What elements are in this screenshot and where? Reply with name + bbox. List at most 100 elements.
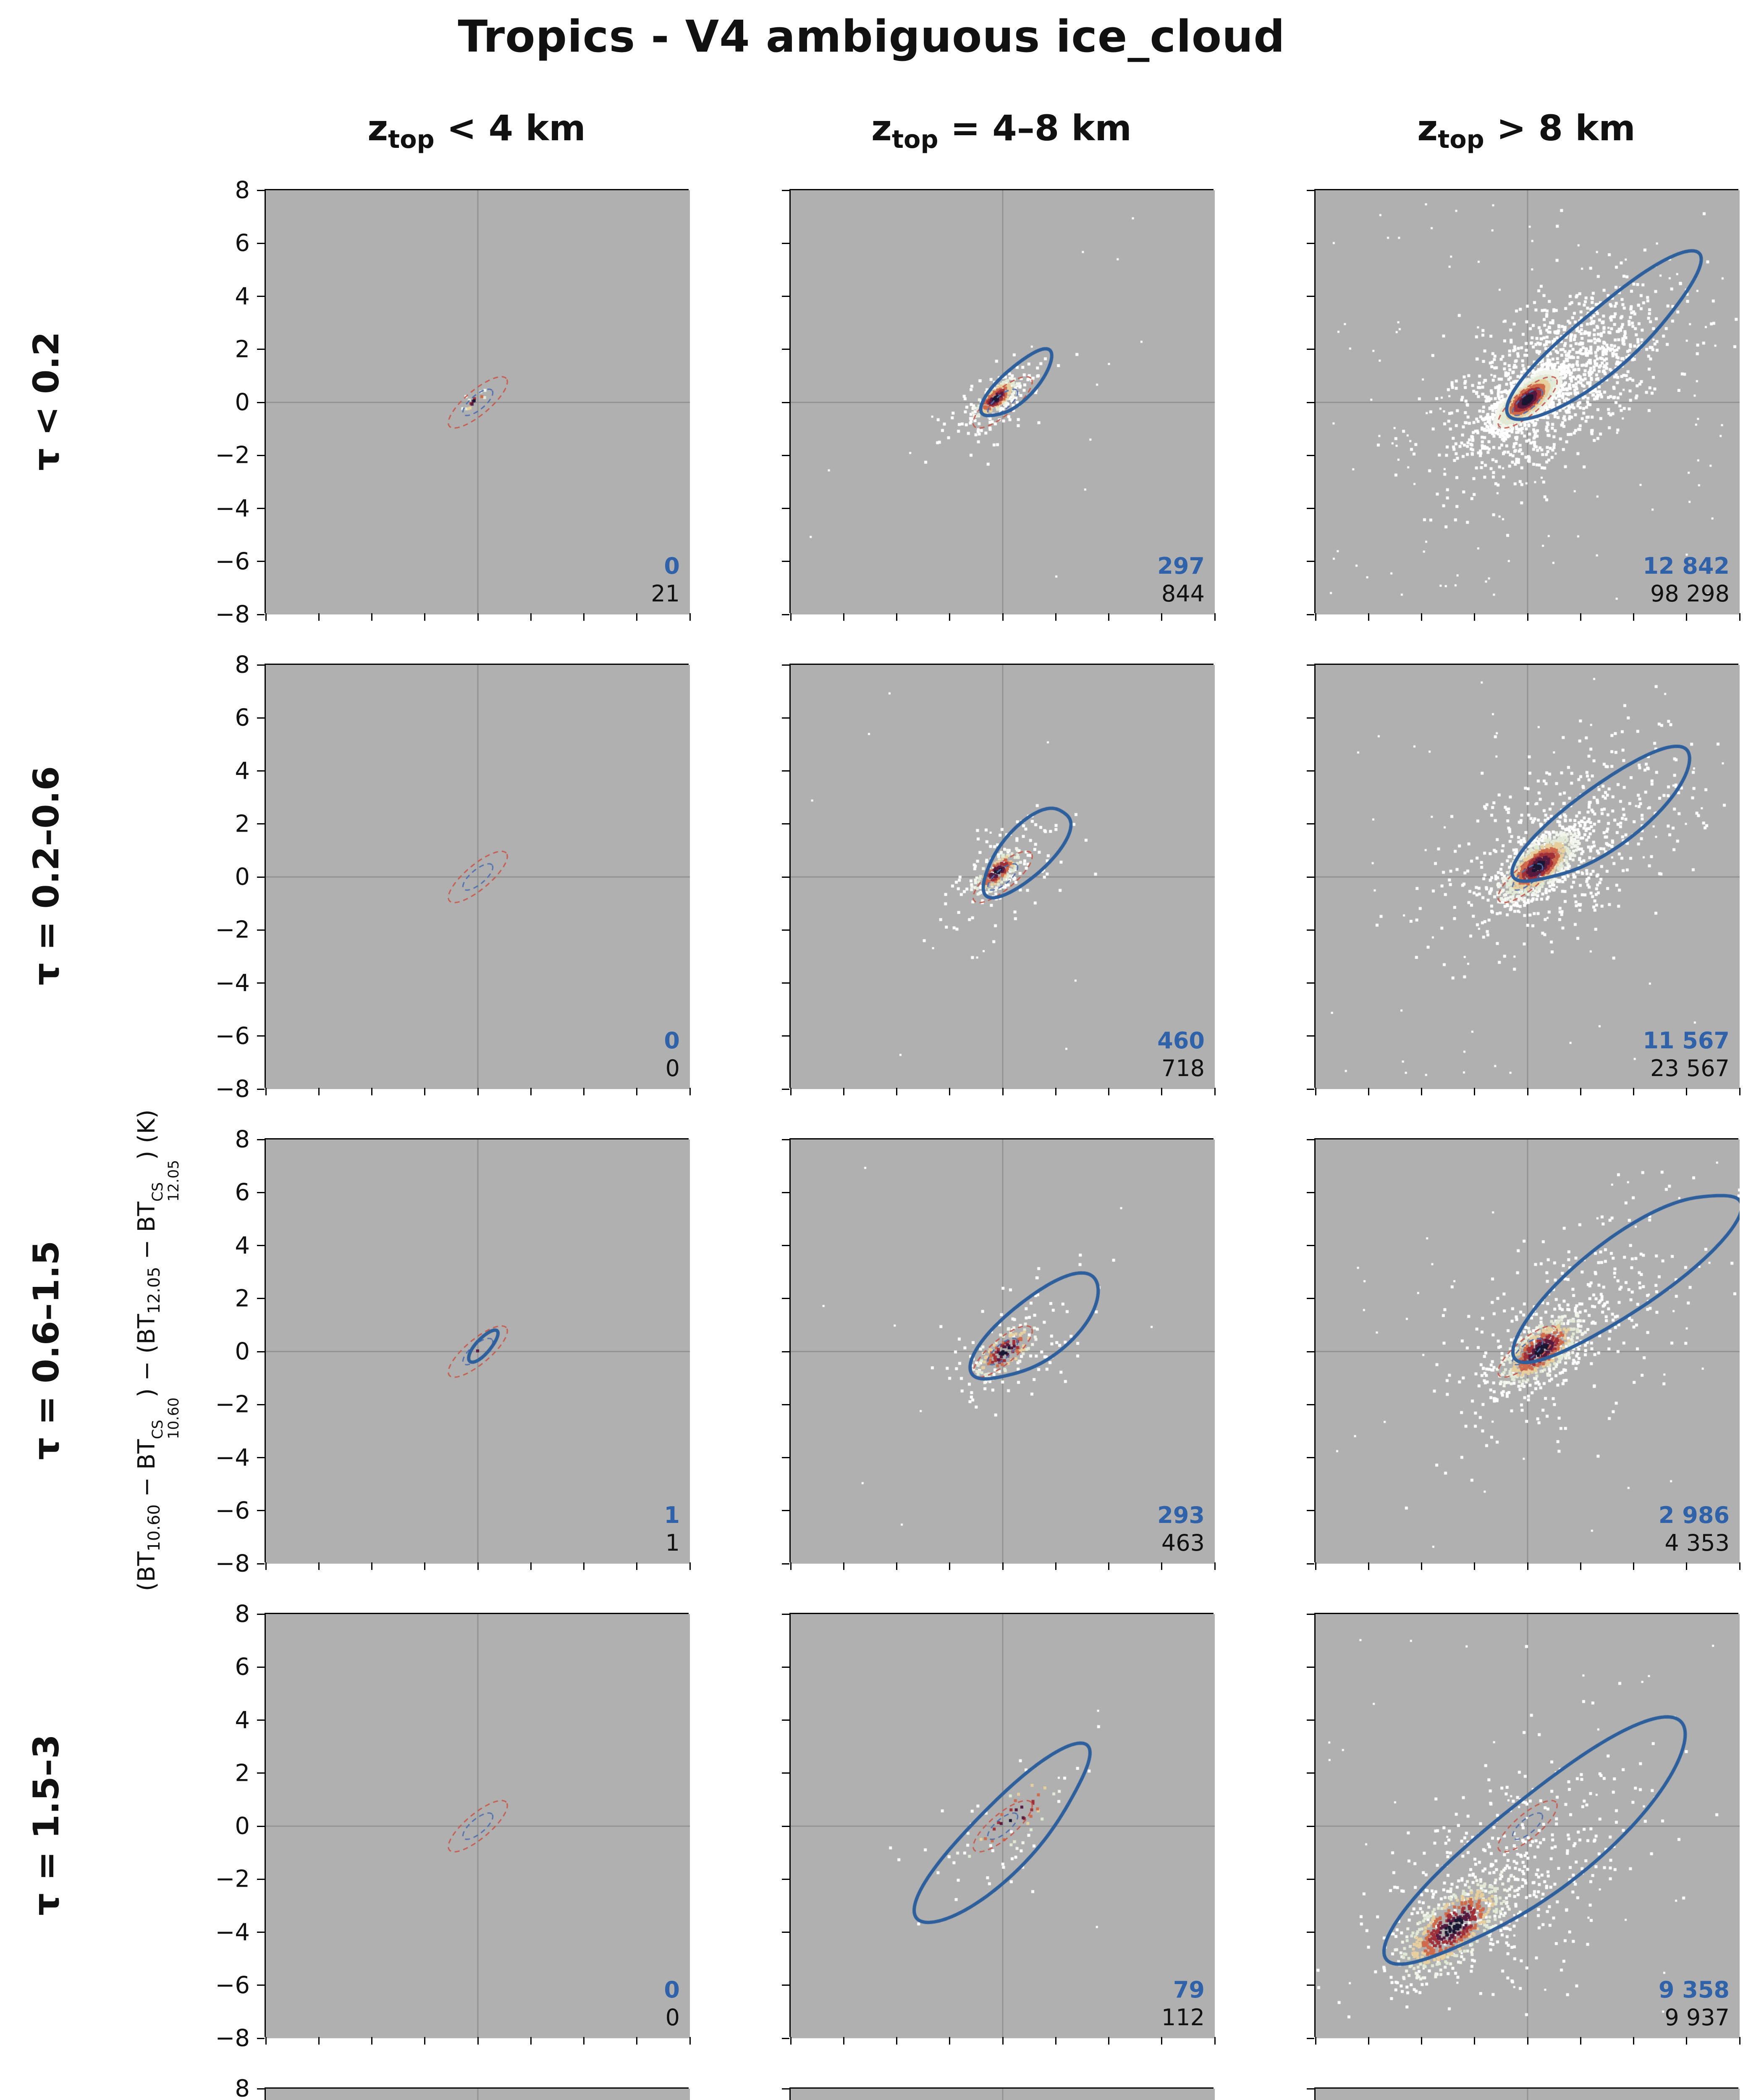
column-header-ztop-lt4: ztop < 4 km (367, 108, 586, 154)
tick-mark (1307, 349, 1314, 350)
tick-mark (790, 1088, 792, 1095)
tick-mark (257, 1719, 265, 1721)
tick-mark (1421, 2037, 1422, 2045)
tick-mark (1368, 1562, 1369, 1570)
panel-counts: 9 358 9 937 (1659, 1976, 1730, 2032)
y-tick-label: 4 (235, 757, 250, 785)
count-total: 112 (1161, 2004, 1205, 2031)
y-tick-label: −2 (215, 1865, 250, 1893)
tick-mark (257, 982, 265, 984)
tick-mark (1633, 2037, 1634, 2045)
tick-mark (1307, 1666, 1314, 1668)
row-label-tau-15-3: τ = 1.5–3 (26, 1734, 67, 1916)
tick-mark (782, 929, 789, 931)
tick-mark (424, 1562, 426, 1570)
tick-mark (1307, 1878, 1314, 1880)
count-total: 4 353 (1664, 1530, 1730, 1557)
tick-mark (1474, 1088, 1476, 1095)
tick-mark (257, 1351, 265, 1352)
tick-mark (477, 613, 479, 621)
scatter-canvas (266, 1139, 690, 1564)
tick-mark (1307, 1457, 1314, 1458)
tick-mark (257, 664, 265, 666)
tick-mark (1307, 2037, 1314, 2039)
tick-mark (782, 717, 789, 719)
tick-mark (257, 876, 265, 878)
row-label-tau-02-06: τ = 0.2–0.6 (26, 766, 67, 986)
scatter-canvas (1316, 1614, 1740, 2038)
tick-mark (689, 2037, 691, 2045)
tick-mark (1108, 613, 1109, 621)
tick-mark (1307, 242, 1314, 244)
tick-mark (477, 2037, 479, 2045)
y-tick-label: −8 (215, 1075, 250, 1103)
tick-mark (1315, 2037, 1316, 2045)
tick-mark (782, 296, 789, 297)
tick-mark (1307, 1772, 1314, 1774)
tick-mark (1161, 613, 1163, 621)
tick-mark (265, 2037, 267, 2045)
tick-mark (896, 613, 897, 621)
y-tick-label: 6 (235, 229, 250, 257)
tick-mark (257, 1245, 265, 1246)
y-tick-label: −6 (215, 548, 250, 575)
tick-mark (843, 613, 844, 621)
y-tick-label: 0 (235, 388, 250, 416)
count-selected: 297 (1157, 553, 1205, 580)
tick-mark (782, 1932, 789, 1933)
y-tick-label: −4 (215, 969, 250, 997)
tick-mark (1307, 1139, 1314, 1140)
count-total: 0 (665, 2004, 680, 2031)
scatter-canvas (791, 665, 1215, 1089)
tick-mark (1307, 1035, 1314, 1037)
tick-mark (257, 1035, 265, 1037)
tick-mark (1739, 1562, 1740, 1570)
tick-mark (1315, 613, 1316, 621)
count-total: 98 298 (1650, 580, 1730, 607)
count-total: 718 (1161, 1055, 1205, 1082)
scatter-canvas (1316, 2089, 1740, 2100)
tick-mark (265, 1562, 267, 1570)
tick-mark (257, 508, 265, 509)
figure-title: Tropics - V4 ambiguous ice_cloud (458, 11, 1285, 62)
tick-mark (1307, 876, 1314, 878)
panel-counts: 2 986 4 353 (1659, 1502, 1730, 1557)
tick-mark (782, 982, 789, 984)
panel-r2c1: 293 463 (782, 1138, 1216, 1570)
tick-mark (1368, 2037, 1369, 2045)
tick-mark (782, 189, 789, 191)
tick-mark (257, 189, 265, 191)
tick-mark (782, 2088, 789, 2090)
tick-mark (257, 717, 265, 719)
tick-mark (1214, 1088, 1216, 1095)
panel-counts: 460 718 (1157, 1027, 1205, 1082)
tick-mark (782, 1666, 789, 1668)
tick-mark (782, 1984, 789, 1986)
tick-mark (782, 1035, 789, 1037)
y-tick-label: −2 (215, 916, 250, 944)
y-tick-label: 8 (235, 1600, 250, 1628)
tick-mark (1055, 1088, 1056, 1095)
count-selected: 11 567 (1643, 1027, 1730, 1054)
tick-mark (1421, 1562, 1422, 1570)
tick-mark (782, 1088, 789, 1090)
panel-counts: 0 0 (664, 1027, 680, 1082)
tick-mark (782, 561, 789, 562)
y-tick-label: 0 (235, 863, 250, 891)
tick-mark (1307, 1298, 1314, 1299)
tick-mark (1739, 613, 1740, 621)
tick-mark (318, 2037, 320, 2045)
scatter-canvas (791, 1139, 1215, 1564)
scatter-canvas (266, 2089, 690, 2100)
tick-mark (1307, 717, 1314, 719)
count-selected: 460 (1157, 1027, 1205, 1054)
y-tick-label: 8 (235, 1126, 250, 1153)
scatter-canvas (1316, 665, 1740, 1089)
panel-counts: 1 1 (664, 1502, 680, 1557)
tick-mark (1307, 1825, 1314, 1827)
count-selected: 0 (664, 1027, 680, 1054)
tick-mark (782, 1772, 789, 1774)
tick-mark (1307, 454, 1314, 456)
